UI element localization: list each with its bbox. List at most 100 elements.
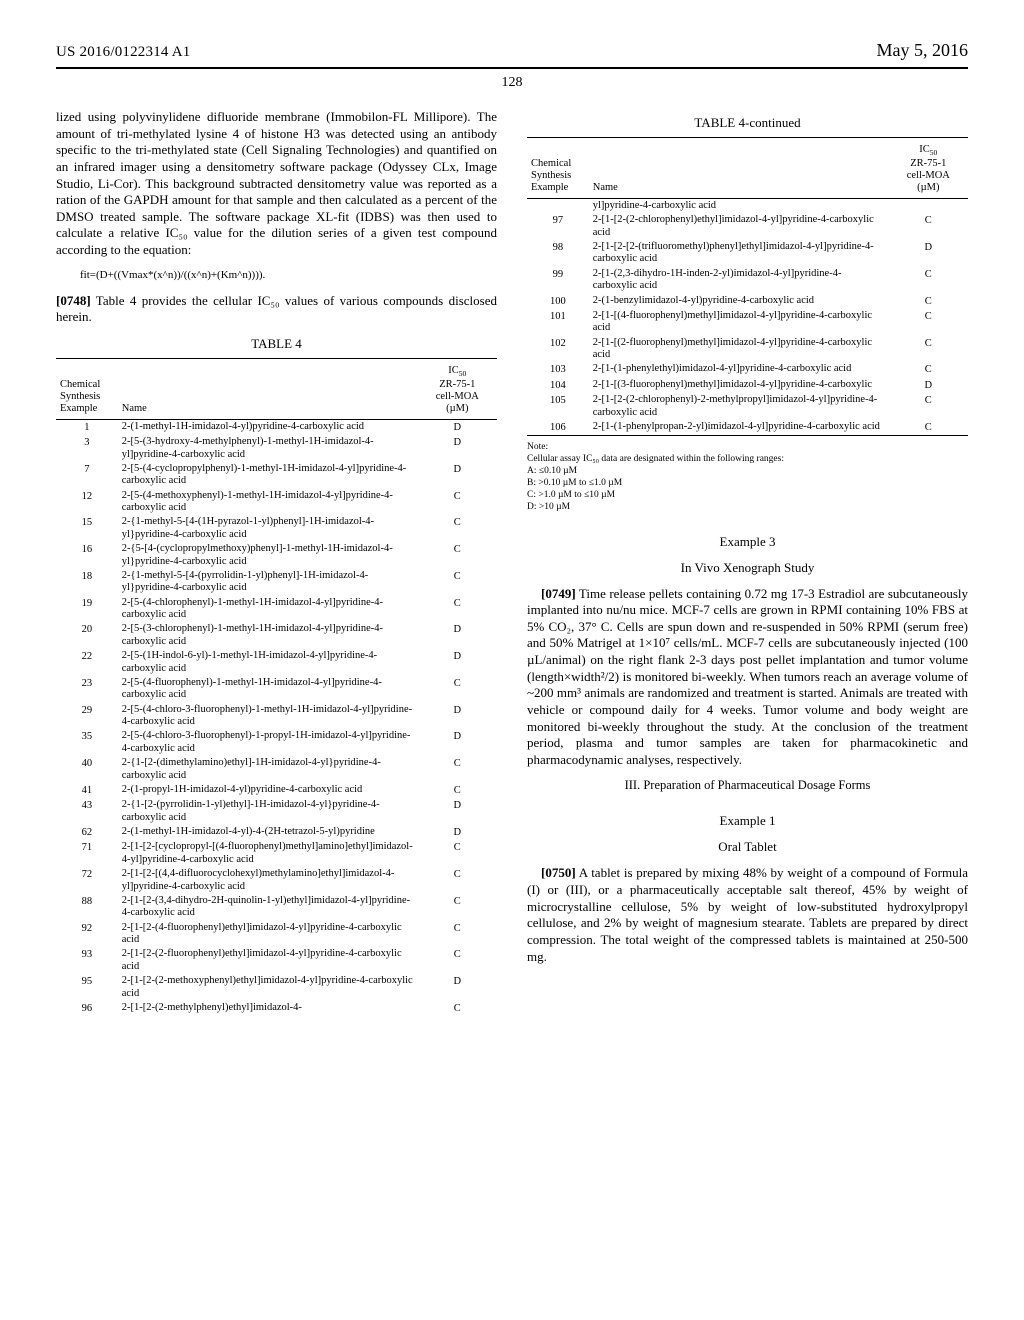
example-1-sub: Oral Tablet [527,839,968,855]
table-cell-name: 2-[5-(4-methoxyphenyl)-1-methyl-1H-imida… [118,489,418,516]
table-cell-name: 2-{1-methyl-5-[4-(pyrrolidin-1-yl)phenyl… [118,569,418,596]
table-cell-example: 104 [527,378,589,393]
paragraph-0749: [0749] Time release pellets containing 0… [527,586,968,769]
table-cell-example: 23 [56,676,118,703]
table-row: 202-[5-(3-chlorophenyl)-1-methyl-1H-imid… [56,622,497,649]
table-row: 72-[5-(4-cyclopropylphenyl)-1-methyl-1H-… [56,462,497,489]
publication-date: May 5, 2016 [877,40,969,61]
table-cell-name: 2-[1-[2-[2-(trifluoromethyl)phenyl]ethyl… [589,240,889,267]
note-text: Cellular assay IC₅₀ data are designated … [527,454,968,466]
table-row: 1022-[1-[(2-fluorophenyl)methyl]imidazol… [527,336,968,363]
table-row: 722-[1-[2-[(4,4-difluorocyclohexyl)methy… [56,867,497,894]
table-cell-example: 22 [56,649,118,676]
table-row: 1012-[1-[(4-fluorophenyl)methyl]imidazol… [527,309,968,336]
table-cell-example: 98 [527,240,589,267]
table-cell-name: 2-[1-[2-(2-chlorophenyl)ethyl]imidazol-4… [589,213,889,240]
left-column: lized using polyvinylidene difluoride me… [56,109,497,1016]
table-row: 1042-[1-[(3-fluorophenyl)methyl]imidazol… [527,378,968,393]
header-rule [56,67,968,69]
table-cell-ic50: C [418,542,497,569]
table-cell-ic50: C [889,336,968,363]
table-cell-ic50: C [418,515,497,542]
table-cell-name: 2-[1-[(4-fluorophenyl)methyl]imidazol-4-… [589,309,889,336]
table-cell-ic50: C [889,267,968,294]
table-row: 712-[1-[2-[cyclopropyl-[(4-fluorophenyl)… [56,840,497,867]
table-cell-example: 93 [56,947,118,974]
table-cell-name: 2-[5-(1H-indol-6-yl)-1-methyl-1H-imidazo… [118,649,418,676]
para-0749-text: Time release pellets containing 0.72 mg … [527,586,968,767]
table-cell-example: 62 [56,825,118,840]
table4c-header-ic50: IC50ZR-75-1cell-MOA(µM) [889,138,968,199]
table-cell-ic50: D [418,462,497,489]
table4-header-name: Name [118,358,418,419]
section-iii-head: III. Preparation of Pharmaceutical Dosag… [527,778,968,793]
table-row: yl]pyridine-4-carboxylic acid [527,199,968,213]
para-num-0748: [0748] [56,293,91,308]
table-cell-name: 2-[5-(4-cyclopropylphenyl)-1-methyl-1H-i… [118,462,418,489]
table-cell-ic50: C [418,596,497,623]
table-cell-ic50: C [418,840,497,867]
note-label: Note: [527,442,968,454]
table-cell-ic50: C [418,676,497,703]
table-cell-name: yl]pyridine-4-carboxylic acid [589,199,889,213]
table-cell-ic50: D [418,420,497,435]
table-row: 932-[1-[2-(2-fluorophenyl)ethyl]imidazol… [56,947,497,974]
table-cell-example: 99 [527,267,589,294]
table-cell-name: 2-[1-[2-(4-fluorophenyl)ethyl]imidazol-4… [118,921,418,948]
table-cell-example: 103 [527,362,589,377]
table-cell-example: 106 [527,420,589,436]
table-4-continued: ChemicalSynthesisExample Name IC50ZR-75-… [527,137,968,436]
paragraph-0750: [0750] A tablet is prepared by mixing 48… [527,865,968,965]
table-cell-example: 72 [56,867,118,894]
para-num-0749: [0749] [541,586,576,601]
table4-header-ic50: IC50ZR-75-1cell-MOA(µM) [418,358,497,419]
table-cell-name: 2-{1-[2-(pyrrolidin-1-yl)ethyl]-1H-imida… [118,798,418,825]
table-cell-example: 92 [56,921,118,948]
table-cell-example: 100 [527,294,589,309]
table-cell-example: 7 [56,462,118,489]
table-cell-name: 2-{1-methyl-5-[4-(1H-pyrazol-1-yl)phenyl… [118,515,418,542]
table4-body: 12-(1-methyl-1H-imidazol-4-yl)pyridine-4… [56,420,497,1017]
table-cell-ic50: C [889,393,968,420]
table-cell-ic50: C [889,362,968,377]
table-cell-example: 41 [56,783,118,798]
table-cell-name: 2-(1-propyl-1H-imidazol-4-yl)pyridine-4-… [118,783,418,798]
example-1-head: Example 1 [527,813,968,829]
table-cell-example: 40 [56,756,118,783]
table-cell-example: 3 [56,435,118,462]
table-row: 1062-[1-(1-phenylpropan-2-yl)imidazol-4-… [527,420,968,436]
table-cell-name: 2-[1-[2-(2-fluorophenyl)ethyl]imidazol-4… [118,947,418,974]
equation: fit=(D+((Vmax*(x^n))/((x^n)+(Km^n)))). [80,269,497,281]
table-cell-name: 2-[5-(4-fluorophenyl)-1-methyl-1H-imidaz… [118,676,418,703]
table-cell-name: 2-[5-(4-chloro-3-fluorophenyl)-1-methyl-… [118,703,418,730]
table-row: 972-[1-[2-(2-chlorophenyl)ethyl]imidazol… [527,213,968,240]
table-row: 402-{1-[2-(dimethylamino)ethyl]-1H-imida… [56,756,497,783]
table-cell-name: 2-[5-(3-hydroxy-4-methylphenyl)-1-methyl… [118,435,418,462]
publication-number: US 2016/0122314 A1 [56,44,190,61]
table4c-header-example: ChemicalSynthesisExample [527,138,589,199]
table-cell-example: 71 [56,840,118,867]
table-cell-ic50 [889,199,968,213]
table-cell-ic50: C [418,756,497,783]
table-row: 192-[5-(4-chlorophenyl)-1-methyl-1H-imid… [56,596,497,623]
table-cell-example: 96 [56,1001,118,1016]
table-cell-name: 2-[1-[(2-fluorophenyl)methyl]imidazol-4-… [589,336,889,363]
table-cell-name: 2-[1-[2-(2-methoxyphenyl)ethyl]imidazol-… [118,974,418,1001]
para-0750-text: A tablet is prepared by mixing 48% by we… [527,865,968,963]
table-cell-example: 29 [56,703,118,730]
right-column: TABLE 4-continued ChemicalSynthesisExamp… [527,109,968,1016]
example-3-head: Example 3 [527,534,968,550]
table-cell-example [527,199,589,213]
table-cell-name: 2-{5-[4-(cyclopropylmethoxy)phenyl]-1-me… [118,542,418,569]
note-range-a: A: ≤0.10 µM [527,466,968,478]
table-cell-example: 35 [56,729,118,756]
table-cell-example: 95 [56,974,118,1001]
note-range-d: D: >10 µM [527,502,968,514]
table-cell-name: 2-[1-(2,3-dihydro-1H-inden-2-yl)imidazol… [589,267,889,294]
table-cell-ic50: C [418,1001,497,1016]
table-cell-ic50: D [889,378,968,393]
table-cell-example: 1 [56,420,118,435]
table-cell-example: 105 [527,393,589,420]
table-4: ChemicalSynthesisExample Name IC50ZR-75-… [56,358,497,1016]
table-cell-ic50: C [889,420,968,436]
